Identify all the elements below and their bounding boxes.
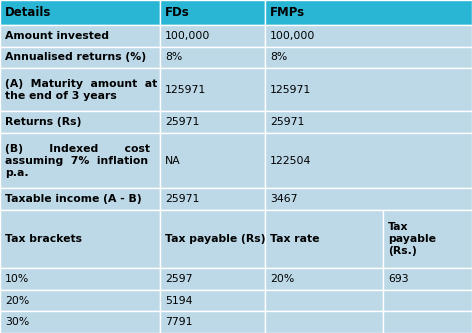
- Text: (B)       Indexed       cost
assuming  7%  inflation
p.a.: (B) Indexed cost assuming 7% inflation p…: [5, 144, 150, 178]
- Bar: [265, 188, 472, 210]
- Text: Tax payable (Rs): Tax payable (Rs): [165, 234, 265, 244]
- Text: 5194: 5194: [165, 296, 193, 306]
- Text: 20%: 20%: [5, 296, 29, 306]
- Text: 30%: 30%: [5, 317, 29, 327]
- Bar: [160, 25, 265, 47]
- Bar: [160, 47, 265, 68]
- Bar: [265, 111, 472, 133]
- Bar: [0, 290, 160, 311]
- Text: FDs: FDs: [165, 6, 190, 19]
- Bar: [265, 133, 472, 188]
- Bar: [0, 210, 160, 268]
- Text: Tax rate: Tax rate: [270, 234, 320, 244]
- Bar: [383, 268, 472, 290]
- Text: Tax brackets: Tax brackets: [5, 234, 82, 244]
- Text: 125971: 125971: [165, 85, 206, 95]
- Text: 8%: 8%: [270, 52, 287, 63]
- Bar: [0, 268, 160, 290]
- Text: 25971: 25971: [165, 117, 199, 127]
- Bar: [265, 25, 472, 47]
- Bar: [160, 268, 265, 290]
- Bar: [383, 311, 472, 333]
- Bar: [265, 290, 383, 311]
- Bar: [0, 47, 160, 68]
- Bar: [160, 210, 265, 268]
- Text: FMPs: FMPs: [270, 6, 305, 19]
- Text: Amount invested: Amount invested: [5, 31, 109, 41]
- Bar: [160, 111, 265, 133]
- Text: 693: 693: [388, 274, 409, 284]
- Bar: [0, 188, 160, 210]
- Bar: [160, 311, 265, 333]
- Bar: [0, 133, 160, 188]
- Text: 7791: 7791: [165, 317, 193, 327]
- Bar: [160, 68, 265, 111]
- Bar: [0, 25, 160, 47]
- Text: 25971: 25971: [270, 117, 304, 127]
- Text: 100,000: 100,000: [165, 31, 211, 41]
- Bar: [0, 311, 160, 333]
- Bar: [0, 111, 160, 133]
- Bar: [383, 290, 472, 311]
- Text: Taxable income (A - B): Taxable income (A - B): [5, 194, 142, 204]
- Text: NA: NA: [165, 156, 181, 166]
- Bar: [160, 188, 265, 210]
- Text: Tax
payable
(Rs.): Tax payable (Rs.): [388, 222, 436, 256]
- Text: 100,000: 100,000: [270, 31, 315, 41]
- Bar: [0, 68, 160, 111]
- Bar: [265, 47, 472, 68]
- Text: 125971: 125971: [270, 85, 311, 95]
- Text: Details: Details: [5, 6, 51, 19]
- Bar: [265, 311, 383, 333]
- Text: 8%: 8%: [165, 52, 182, 63]
- Text: 20%: 20%: [270, 274, 294, 284]
- Text: 3467: 3467: [270, 194, 297, 204]
- Text: Annualised returns (%): Annualised returns (%): [5, 52, 146, 63]
- Bar: [160, 133, 265, 188]
- Text: 25971: 25971: [165, 194, 199, 204]
- Bar: [265, 210, 383, 268]
- Bar: [383, 210, 472, 268]
- Bar: [265, 68, 472, 111]
- Text: 10%: 10%: [5, 274, 29, 284]
- Text: Returns (Rs): Returns (Rs): [5, 117, 81, 127]
- Bar: [265, 268, 383, 290]
- Bar: [265, 0, 472, 25]
- Text: (A)  Maturity  amount  at
the end of 3 years: (A) Maturity amount at the end of 3 year…: [5, 79, 157, 101]
- Text: 2597: 2597: [165, 274, 193, 284]
- Bar: [160, 290, 265, 311]
- Bar: [0, 0, 160, 25]
- Bar: [160, 0, 265, 25]
- Text: 122504: 122504: [270, 156, 312, 166]
